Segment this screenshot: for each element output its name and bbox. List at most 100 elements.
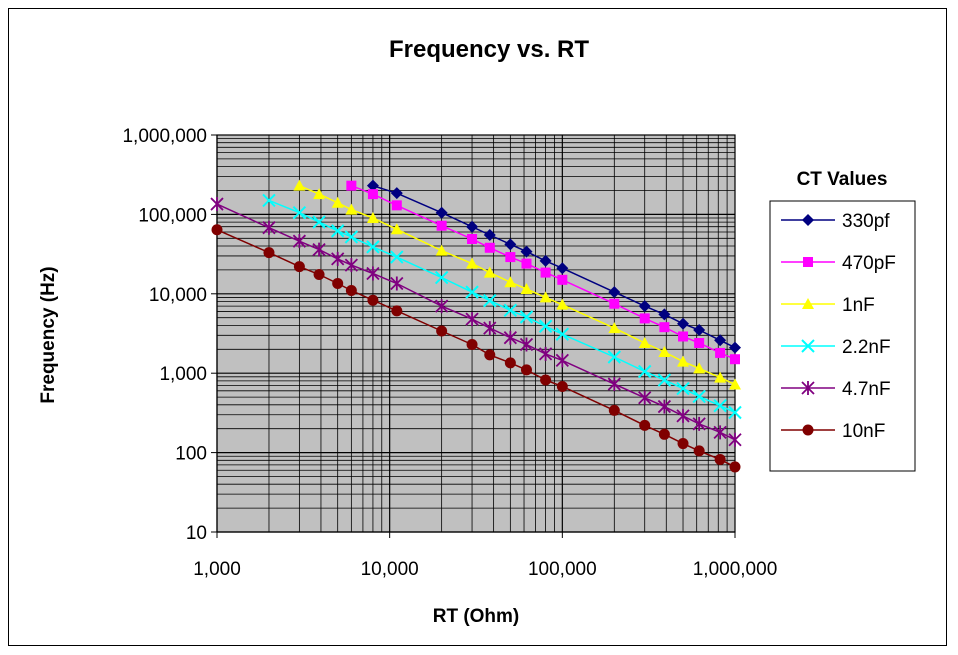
legend-title: CT Values: [797, 169, 888, 190]
data-point: [467, 233, 478, 244]
data-point: [344, 258, 358, 273]
series-2: [293, 179, 741, 390]
data-point: [503, 330, 517, 345]
legend-item: 4.7nF: [781, 379, 891, 400]
data-point: [520, 282, 533, 294]
data-point: [367, 189, 378, 200]
legend-marker: [803, 257, 813, 267]
data-point: [692, 389, 706, 404]
data-point: [313, 269, 325, 281]
data-point: [639, 313, 650, 324]
series-line: [216, 203, 736, 441]
x-tick-label: 10,000: [361, 559, 419, 580]
data-point: [714, 453, 726, 465]
data-point: [211, 224, 223, 236]
data-point: [638, 337, 651, 349]
data-point: [344, 230, 359, 244]
data-point: [730, 354, 740, 365]
data-point: [435, 244, 448, 256]
legend-label: 1nF: [842, 295, 875, 316]
y-tick-label: 100,000: [138, 205, 207, 226]
data-point: [390, 223, 403, 235]
data-point: [331, 196, 344, 208]
legend-label: 4.7nF: [842, 379, 891, 400]
data-point: [262, 193, 276, 208]
data-point: [483, 321, 497, 336]
data-point: [521, 258, 532, 269]
data-point: [466, 220, 479, 233]
data-point: [609, 298, 620, 309]
data-point: [555, 327, 570, 341]
data-point: [504, 238, 517, 251]
data-point: [638, 390, 652, 405]
data-point: [607, 350, 622, 364]
data-point: [538, 319, 553, 333]
data-point: [520, 245, 533, 258]
data-point: [677, 317, 690, 330]
data-point: [366, 212, 379, 224]
y-tick-label: 1,000: [159, 364, 207, 385]
series-3: [262, 193, 742, 420]
data-point: [390, 187, 403, 200]
data-point: [484, 242, 495, 253]
data-point: [312, 242, 326, 257]
data-point: [332, 277, 344, 289]
data-point: [607, 377, 621, 392]
legend-item: 330pf: [781, 211, 890, 232]
data-point: [714, 371, 727, 383]
data-point: [346, 180, 357, 191]
data-point: [313, 188, 326, 200]
data-point: [608, 404, 620, 416]
series-line: [216, 229, 736, 468]
data-point: [729, 378, 741, 390]
chart-title: Frequency vs. RT: [389, 36, 589, 63]
data-point: [484, 349, 496, 361]
data-point: [693, 324, 706, 337]
data-point: [366, 240, 380, 254]
data-point: [556, 262, 569, 275]
data-point: [331, 251, 345, 266]
data-point: [391, 305, 403, 317]
data-point: [503, 303, 518, 317]
legend-label: 330pf: [842, 211, 890, 232]
data-point: [556, 298, 569, 310]
legend-box: [769, 200, 916, 472]
legend-item: 2.2nF: [781, 337, 891, 358]
data-point: [292, 206, 307, 220]
data-point: [713, 398, 727, 413]
legend-marker: [802, 214, 814, 226]
data-point: [504, 276, 517, 288]
data-point: [391, 200, 402, 211]
data-point: [608, 286, 621, 299]
axis-ticks: 1,000 10,000 100,000 1,000,000 10 100 1,000 10,…: [122, 126, 777, 580]
data-point: [540, 374, 552, 386]
data-point: [435, 299, 449, 314]
legend-item: 10nF: [781, 421, 885, 442]
data-point: [366, 179, 379, 192]
data-point: [658, 345, 671, 357]
data-point: [330, 224, 345, 238]
data-point: [657, 399, 672, 414]
data-point: [345, 285, 357, 297]
data-point: [539, 254, 552, 267]
series-group: [210, 179, 742, 473]
data-point: [557, 274, 568, 285]
y-axis-title: Frequency (Hz): [38, 266, 59, 403]
data-point: [729, 341, 741, 354]
series-0: [366, 179, 741, 354]
data-point: [210, 197, 224, 212]
data-point: [505, 252, 516, 263]
data-point: [434, 270, 449, 285]
series-4: [210, 197, 742, 447]
data-point: [466, 338, 478, 350]
data-point: [713, 425, 727, 440]
data-point: [678, 331, 689, 342]
data-point: [345, 203, 358, 215]
data-point: [436, 325, 448, 337]
legend: 330pf 470pF 1nF 2.2nF 4.7nF 10nF: [769, 200, 916, 472]
data-point: [638, 364, 652, 379]
legend-item: 1nF: [781, 295, 875, 316]
data-point: [466, 257, 479, 269]
y-tick-label: 1,000,000: [122, 126, 207, 147]
